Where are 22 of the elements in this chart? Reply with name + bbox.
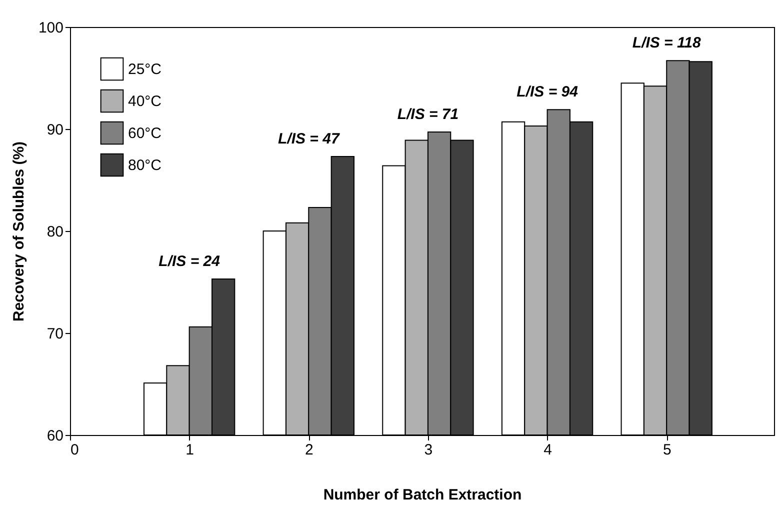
legend-label: 25°C <box>128 61 162 78</box>
y-tick-label: 60 <box>46 428 64 444</box>
x-axis-title: Number of Batch Extraction <box>323 486 522 504</box>
annotation: L/IS = 71 <box>397 106 459 124</box>
y-tick-label: 90 <box>46 122 64 138</box>
y-axis-title: Recovery of Solubles (%) <box>10 141 28 322</box>
legend-label: 40°C <box>128 93 162 110</box>
annotation: L/IS = 118 <box>632 34 702 52</box>
y-tick-label: 100 <box>38 20 64 36</box>
annotation: L/IS = 94 <box>516 84 579 101</box>
annotation: L/IS = 24 <box>158 252 221 270</box>
y-tick-label: 70 <box>46 326 64 342</box>
x-tick-label: 5 <box>662 442 672 458</box>
x-tick-label: 2 <box>304 442 314 458</box>
x-tick-label: 3 <box>424 442 433 458</box>
y-tick-label: 80 <box>46 224 64 240</box>
annotation: L/IS = 47 <box>278 130 340 148</box>
x-tick-label: 0 <box>70 442 79 458</box>
x-tick-label: 1 <box>186 442 194 458</box>
legend-label: 60°C <box>128 125 162 142</box>
x-tick-label: 4 <box>544 442 552 458</box>
legend-label: 80°C <box>128 157 162 174</box>
